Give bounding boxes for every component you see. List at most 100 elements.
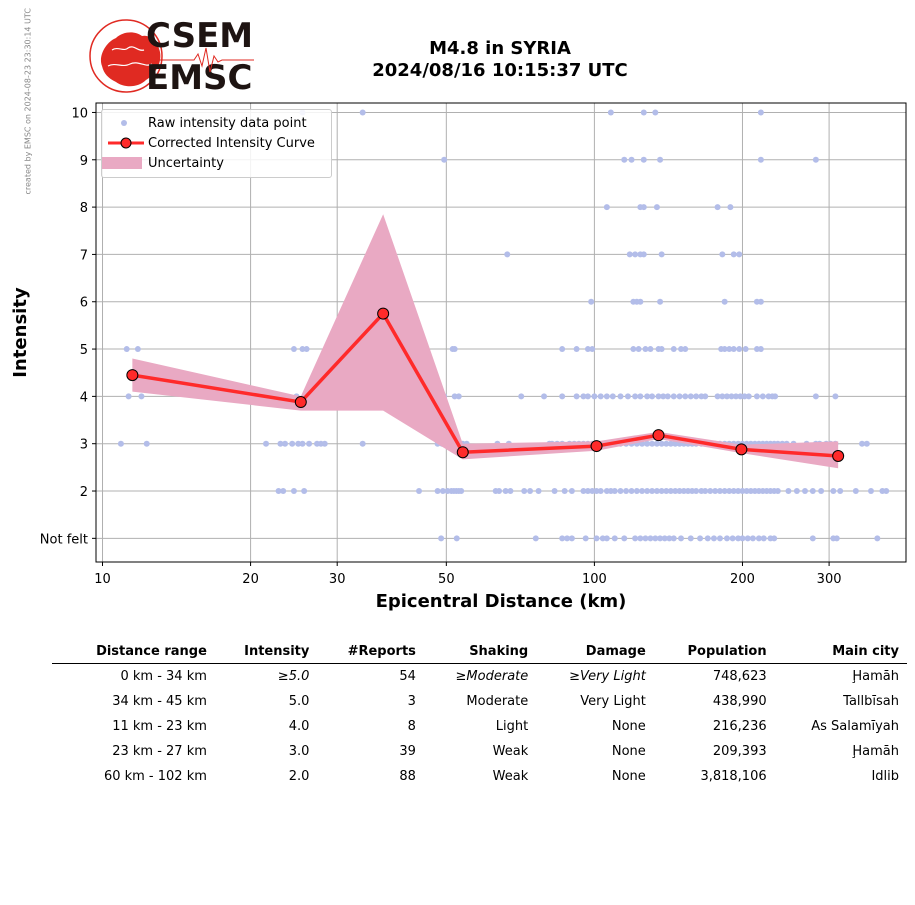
raw-data-point — [736, 346, 743, 353]
table-cell: Weak — [492, 744, 529, 759]
raw-data-point — [521, 488, 528, 495]
event-title: M4.8 in SYRIA — [429, 38, 571, 59]
table-cell: 216,236 — [712, 719, 767, 734]
raw-data-point — [504, 251, 511, 258]
raw-data-point — [559, 346, 566, 353]
csem-emsc-logo: CSEM EMSC — [88, 16, 258, 98]
raw-data-point — [672, 488, 679, 495]
raw-data-point — [812, 393, 819, 400]
raw-data-point — [568, 488, 575, 495]
x-tick-label: 50 — [438, 572, 455, 587]
y-tick-label: 10 — [71, 106, 88, 121]
y-axis-label: Intensity — [10, 287, 31, 378]
raw-data-point — [693, 393, 700, 400]
raw-data-point — [441, 156, 448, 163]
table-cell: None — [611, 769, 646, 784]
raw-data-point — [649, 440, 656, 447]
legend-item-raw: Raw intensity data point — [102, 114, 330, 134]
column-header: Damage — [536, 640, 654, 664]
x-tick-label: 10 — [94, 572, 111, 587]
raw-data-point — [678, 535, 685, 542]
raw-data-point — [723, 393, 730, 400]
raw-data-point — [637, 393, 644, 400]
raw-data-point — [359, 440, 366, 447]
raw-data-point — [589, 346, 596, 353]
y-tick-label: 2 — [80, 485, 88, 500]
raw-data-point — [801, 488, 808, 495]
raw-data-point — [306, 440, 313, 447]
raw-data-point — [632, 535, 639, 542]
raw-data-point — [637, 535, 644, 542]
raw-data-point — [564, 535, 571, 542]
raw-data-point — [143, 440, 150, 447]
table-cell: None — [611, 744, 646, 759]
x-tick-label: 300 — [817, 572, 842, 587]
raw-data-point — [603, 535, 610, 542]
table-cell: 438,990 — [712, 694, 767, 709]
raw-data-point — [757, 298, 764, 305]
seismogram-line-icon — [144, 47, 254, 73]
raw-data-point — [730, 346, 737, 353]
raw-data-point — [693, 488, 700, 495]
raw-data-point — [611, 535, 618, 542]
raw-data-point — [687, 393, 694, 400]
raw-data-point — [559, 535, 566, 542]
x-tick-label: 200 — [730, 572, 755, 587]
legend-item-curve: Corrected Intensity Curve — [102, 134, 330, 154]
table-body: 0 km - 34 km ≥5.0 54 ≥Moderate ≥Very Light 74… — [52, 664, 907, 790]
raw-data-point — [289, 440, 296, 447]
table-row: 0 km - 34 km ≥5.0 54 ≥Moderate ≥Very Light 74… — [52, 664, 907, 690]
table-cell: ≥5.0 — [277, 669, 310, 684]
table-cell: Moderate — [466, 694, 529, 709]
raw-data-point — [793, 488, 800, 495]
raw-data-point — [655, 393, 662, 400]
raw-data-point — [644, 488, 651, 495]
raw-data-point — [597, 393, 604, 400]
raw-data-point — [664, 393, 671, 400]
raw-data-point — [859, 440, 866, 447]
raw-data-point — [639, 488, 646, 495]
raw-data-point — [867, 488, 874, 495]
raw-data-point — [603, 393, 610, 400]
curve-marker — [294, 396, 307, 409]
raw-data-point — [584, 393, 591, 400]
table-cell: Light — [495, 719, 529, 734]
raw-data-point — [755, 535, 762, 542]
raw-data-point — [640, 109, 647, 116]
raw-data-point — [644, 440, 651, 447]
raw-data-point — [263, 440, 270, 447]
raw-data-point — [744, 535, 751, 542]
raw-data-point — [735, 488, 742, 495]
raw-data-point — [640, 204, 647, 211]
raw-data-point — [772, 393, 779, 400]
table-row: 34 km - 45 km 5.0 3 Moderate Very Light 438,9… — [52, 689, 907, 714]
raw-data-point — [642, 535, 649, 542]
raw-data-point — [580, 393, 587, 400]
table-cell: None — [611, 719, 646, 734]
table-cell: Tallbīsah — [843, 694, 899, 709]
table-row: 23 km - 27 km 3.0 39 Weak None 209,393 Ḩamāh — [52, 739, 907, 764]
table-header-row: Distance range Intensity #Reports Shaking Da… — [52, 640, 907, 664]
raw-data-point — [603, 204, 610, 211]
raw-data-point — [624, 393, 631, 400]
raw-data-point — [632, 251, 639, 258]
uncertainty-swatch — [102, 157, 142, 169]
raw-data-point — [723, 535, 730, 542]
column-header: Distance range — [52, 640, 215, 664]
raw-data-point — [630, 346, 637, 353]
raw-data-point — [593, 535, 600, 542]
raw-data-point — [455, 393, 462, 400]
raw-data-point — [832, 393, 839, 400]
raw-data-point — [541, 393, 548, 400]
raw-data-point — [580, 488, 587, 495]
raw-data-point — [760, 535, 767, 542]
raw-data-point — [652, 535, 659, 542]
table-cell: Very Light — [580, 694, 646, 709]
raw-data-point — [573, 346, 580, 353]
raw-data-point — [729, 535, 736, 542]
table-cell: 34 km - 45 km — [112, 694, 207, 709]
raw-data-point — [670, 346, 677, 353]
raw-data-point — [658, 488, 665, 495]
column-header: Population — [653, 640, 775, 664]
raw-data-point — [667, 440, 674, 447]
